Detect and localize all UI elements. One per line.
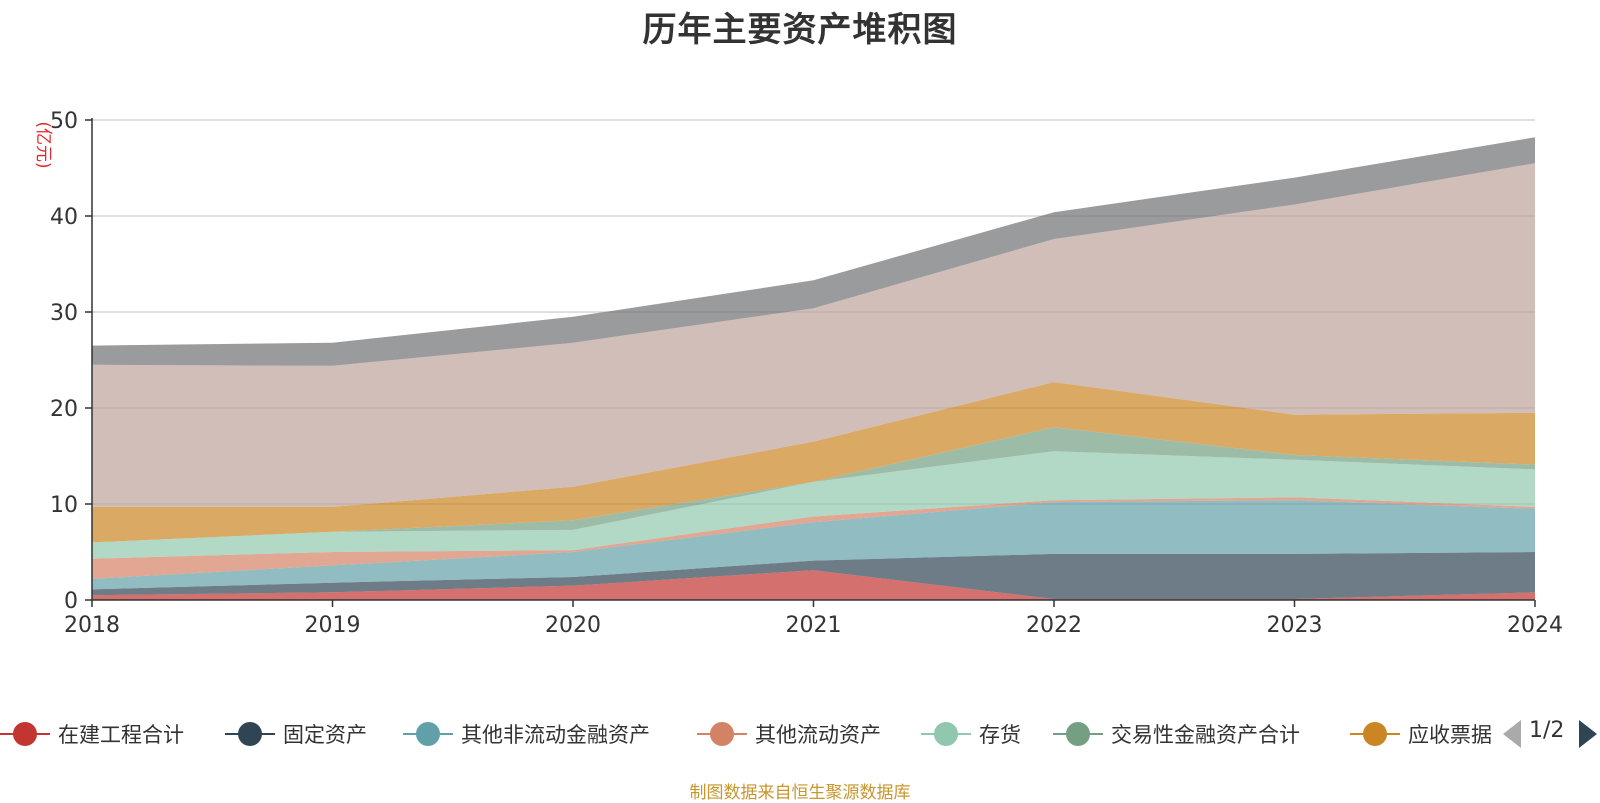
legend-item[interactable]: 应收票据 <box>1350 712 1492 756</box>
x-tick-label: 2018 <box>64 613 120 638</box>
y-tick-label: 20 <box>50 397 78 422</box>
legend-label: 交易性金融资产合计 <box>1111 723 1300 747</box>
legend-item[interactable]: 其他流动资产 <box>697 712 881 756</box>
legend-marker-icon <box>921 721 971 747</box>
y-tick-label: 40 <box>50 205 78 230</box>
x-tick-label: 2020 <box>545 613 601 638</box>
x-tick-label: 2022 <box>1026 613 1082 638</box>
legend-next-page-icon[interactable] <box>1579 720 1597 748</box>
area-series-4 <box>92 451 1535 559</box>
area-series-1 <box>92 552 1535 599</box>
legend-marker-icon <box>225 721 275 747</box>
legend-item[interactable]: 存货 <box>921 712 1021 756</box>
legend-item[interactable]: 交易性金融资产合计 <box>1053 712 1300 756</box>
legend-item[interactable]: 固定资产 <box>225 712 367 756</box>
legend-marker-icon <box>1053 721 1103 747</box>
legend-item[interactable]: 在建工程合计 <box>0 712 184 756</box>
area-series-3 <box>92 497 1535 579</box>
y-tick-label: 10 <box>50 493 78 518</box>
x-tick-label: 2019 <box>305 613 361 638</box>
axes: 0 10 20 30 40 50 2018 2019 2020 2021 2022 2023 2024 <box>50 109 1563 638</box>
legend-marker-icon <box>403 721 453 747</box>
legend-marker-icon <box>1350 721 1400 747</box>
legend-label: 其他流动资产 <box>755 723 881 747</box>
area-series-0 <box>92 570 1535 600</box>
legend-label: 其他非流动金融资产 <box>461 723 650 747</box>
area-series-layer <box>92 137 1535 600</box>
chart-title: 历年主要资产堆积图 <box>642 10 958 50</box>
legend-marker-icon <box>697 721 747 747</box>
legend-label: 存货 <box>979 723 1021 747</box>
legend-label: 固定资产 <box>283 723 367 747</box>
legend-marker-icon <box>0 721 50 747</box>
x-tick-label: 2021 <box>786 613 842 638</box>
legend: 在建工程合计 固定资产 其他非流动金融资产 其他流动资产 存货 交易性金融资产合计 应收票据 <box>0 712 1600 756</box>
x-tick-label: 2024 <box>1507 613 1563 638</box>
y-tick-label: 50 <box>50 109 78 134</box>
y-tick-label: 0 <box>64 589 78 614</box>
legend-label: 应收票据 <box>1408 723 1492 747</box>
area-series-2 <box>92 500 1535 590</box>
legend-page-indicator: 1/2 <box>1529 718 1565 743</box>
legend-prev-page-icon[interactable] <box>1503 720 1521 748</box>
legend-item[interactable]: 其他非流动金融资产 <box>403 712 650 756</box>
x-tick-label: 2023 <box>1267 613 1323 638</box>
y-tick-label: 30 <box>50 301 78 326</box>
legend-pager: 1/2 <box>1497 712 1597 756</box>
source-note: 制图数据来自恒生聚源数据库 <box>689 783 911 803</box>
y-axis-unit-label: (亿元) <box>33 121 53 168</box>
legend-label: 在建工程合计 <box>58 723 184 747</box>
area-series-6 <box>92 382 1535 543</box>
area-series-7 <box>92 163 1535 507</box>
